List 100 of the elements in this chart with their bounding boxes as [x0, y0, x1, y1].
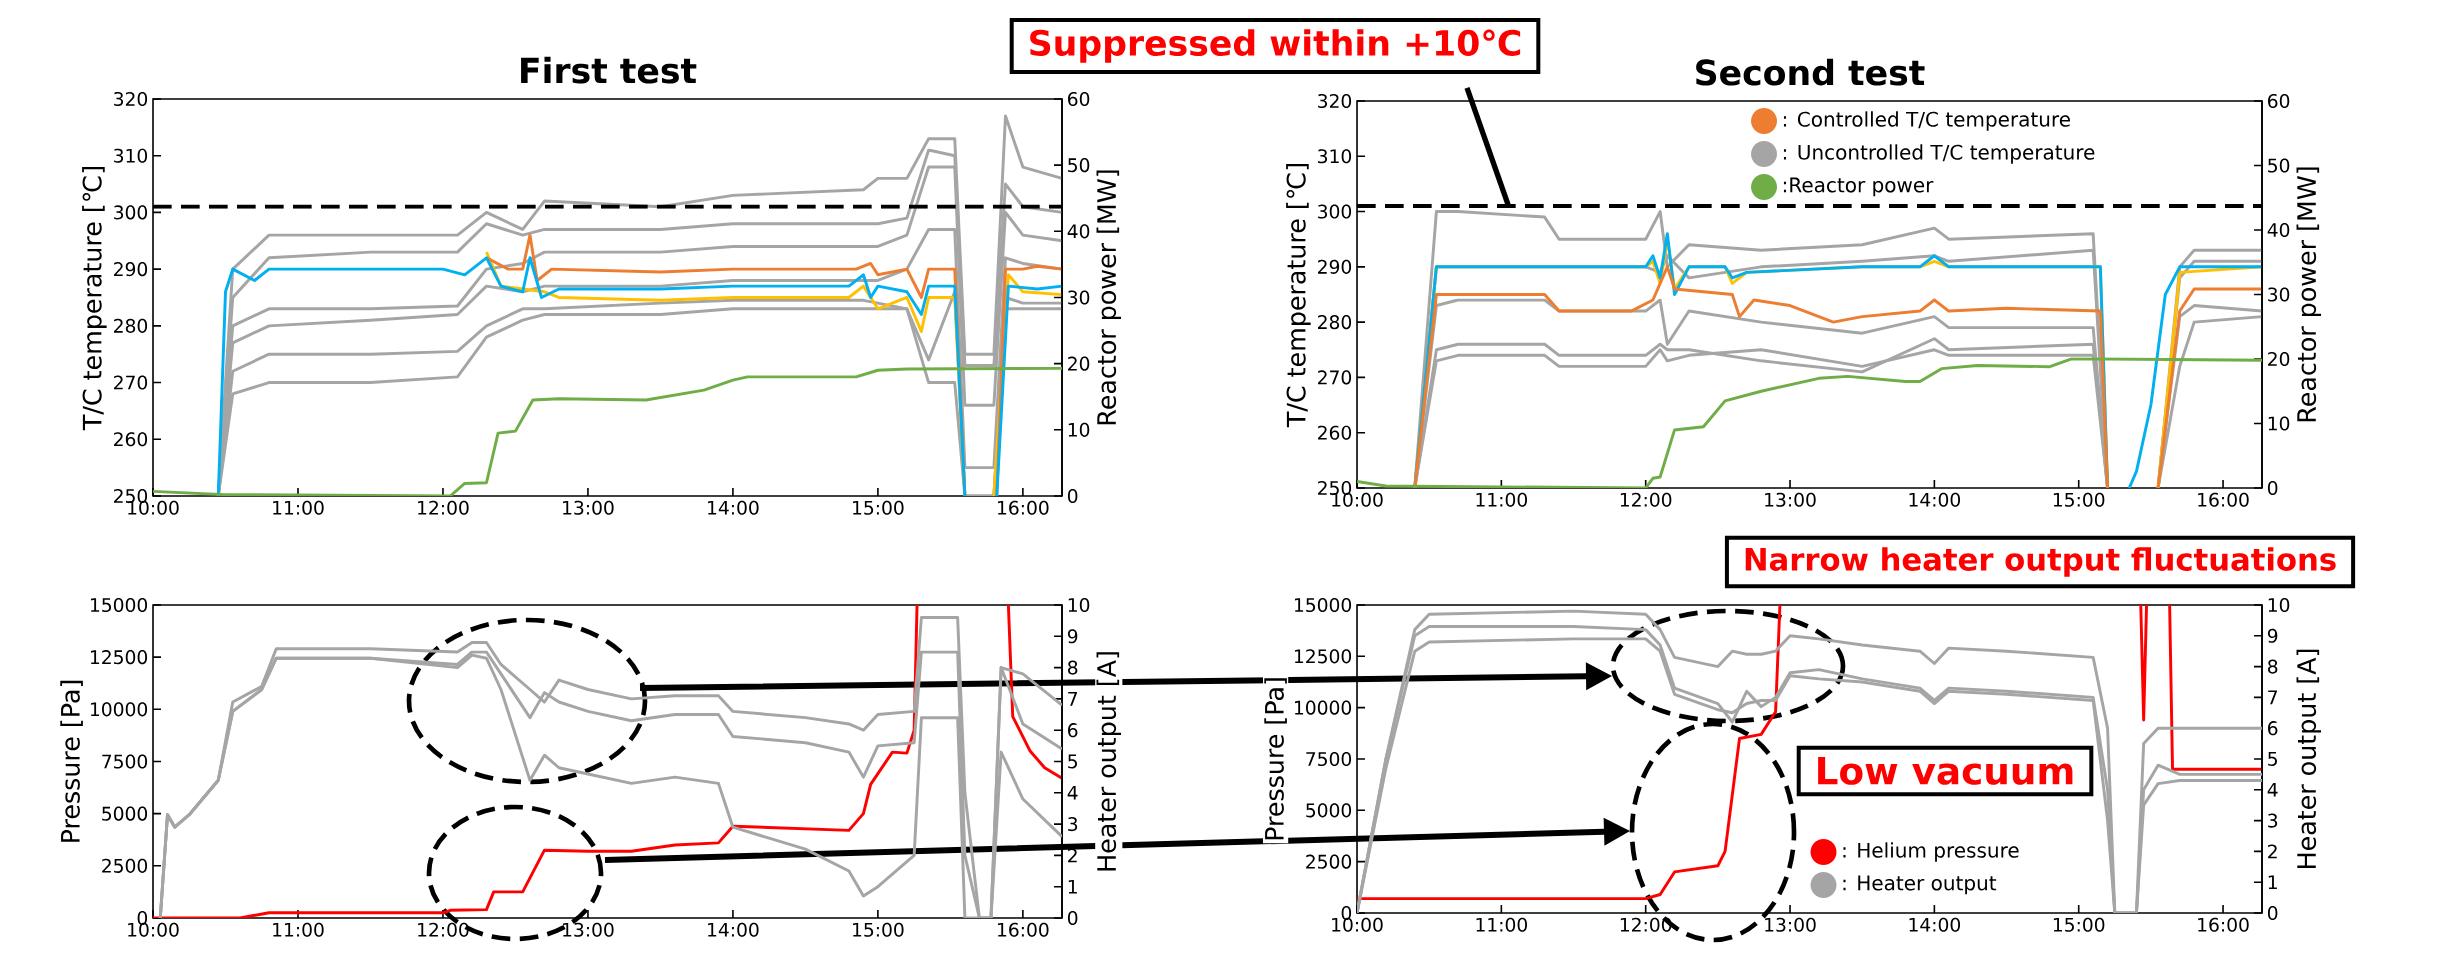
x-tick-label: 14:00: [708, 922, 759, 937]
y-tick-label: 260: [1318, 425, 1352, 440]
y-tick-label: 280: [114, 318, 148, 333]
x-tick-label: 16:00: [2198, 492, 2249, 507]
y-tick-label: 2500: [102, 858, 148, 873]
y2-tick-label: 40: [1067, 224, 1090, 239]
y2-tick-label: 0: [1067, 910, 1078, 926]
y2-tick-label: 9: [1067, 629, 1078, 644]
y2-tick-label: 50: [2268, 158, 2290, 173]
y-tick-label: 260: [114, 432, 148, 447]
y-tick-label: 300: [114, 205, 148, 220]
y-tick-label: 310: [114, 148, 148, 163]
y2-axis-title: Heater output [A]: [1096, 652, 1122, 871]
legend-label: :Reactor power: [1783, 177, 1934, 197]
x-tick-label: 15:00: [853, 500, 904, 515]
chart-title: First test: [521, 56, 697, 84]
y-tick-label: 15000: [90, 597, 148, 613]
x-tick-label: 14:00: [1909, 917, 1961, 932]
x-tick-label: 15:00: [2053, 492, 2105, 507]
x-tick-label: 13:00: [563, 922, 614, 937]
x-tick-label: 13:00: [1765, 492, 1816, 507]
x-tick-label: 11:00: [1476, 492, 1528, 507]
y-tick-label: 320: [114, 91, 148, 107]
legend-label: : Helium pressure: [1843, 842, 2019, 862]
y2-tick-label: 10: [1068, 597, 1090, 613]
x-tick-label: 14:00: [708, 500, 759, 515]
y2-tick-label: 1: [1068, 879, 1077, 894]
annotation: Suppressed within +10℃: [1030, 29, 1521, 63]
y-tick-label: 310: [1318, 149, 1352, 164]
y2-tick-label: 8: [1068, 660, 1078, 675]
y2-tick-label: 60: [2268, 93, 2290, 109]
y2-tick-label: 50: [1068, 158, 1090, 173]
y2-tick-label: 40: [2267, 222, 2290, 238]
x-tick-label: 11:00: [273, 922, 324, 937]
y-tick-label: 12500: [90, 650, 148, 665]
x-tick-label: 13:00: [1765, 917, 1816, 932]
y-tick-label: 15000: [1294, 597, 1352, 613]
y2-tick-label: 6: [1068, 723, 1078, 738]
y-tick-label: 270: [114, 375, 148, 390]
y2-tick-label: 3: [1068, 817, 1078, 832]
y2-tick-label: 7: [1068, 692, 1078, 706]
x-tick-label: 13:00: [563, 500, 614, 515]
x-tick-label: 14:00: [1909, 492, 1961, 507]
y2-tick-label: 3: [2268, 813, 2278, 828]
y-axis-title: T/C temperature [℃]: [1286, 164, 1311, 428]
y2-tick-label: 0: [2267, 480, 2278, 496]
y-tick-label: 290: [114, 262, 148, 277]
y2-axis-title: Reactor power [MW]: [1096, 170, 1122, 425]
y-tick-label: 2500: [1306, 854, 1352, 869]
y2-tick-label: 30: [2268, 287, 2290, 302]
y-tick-label: 5000: [1306, 803, 1352, 818]
y-tick-label: 280: [1318, 315, 1352, 330]
y-tick-label: 7500: [102, 754, 148, 769]
y-tick-label: 10000: [1294, 700, 1352, 715]
x-tick-label: 15:00: [853, 922, 904, 937]
x-tick-label: 15:00: [2053, 917, 2105, 932]
y2-tick-label: 9: [2267, 628, 2278, 643]
legend-label: : Uncontrolled T/C temperature: [1783, 144, 2095, 164]
x-tick-label: 16:00: [998, 922, 1049, 937]
y2-tick-label: 4: [2267, 782, 2278, 797]
y2-tick-label: 5: [1068, 754, 1077, 769]
chart-title: Second test: [1696, 58, 1925, 86]
x-tick-label: 12:00: [1620, 492, 1672, 507]
y2-tick-label: 60: [1068, 91, 1090, 107]
y-tick-label: 10000: [90, 702, 148, 717]
y2-tick-label: 1: [2268, 875, 2277, 889]
y-tick-label: 270: [1318, 370, 1352, 385]
x-tick-label: 16:00: [2198, 917, 2249, 932]
y2-tick-label: 2: [2268, 844, 2277, 859]
x-tick-label: 12:00: [418, 922, 469, 937]
y2-tick-label: 8: [2268, 659, 2278, 674]
y-tick-label: 12500: [1294, 649, 1352, 664]
y2-tick-label: 10: [2268, 597, 2290, 613]
legend-label: : Heater output: [1843, 875, 1997, 895]
x-tick-label: 12:00: [418, 500, 469, 515]
x-tick-label: 11:00: [273, 500, 324, 515]
y2-tick-label: 0: [1067, 488, 1078, 504]
legend-label: : Controlled T/C temperature: [1783, 111, 2070, 131]
y-tick-label: 7500: [1306, 751, 1352, 767]
y-tick-label: 290: [1318, 259, 1352, 274]
y-tick-label: 320: [1318, 93, 1352, 109]
y2-tick-label: 7: [2268, 690, 2278, 705]
y2-tick-label: 6: [2268, 721, 2278, 736]
y2-tick-label: 2: [1068, 848, 1077, 863]
y-axis-title: Pressure [Pa]: [1264, 678, 1287, 840]
y-axis-title: T/C temperature [℃]: [82, 167, 107, 431]
y2-tick-label: 5: [2268, 752, 2277, 766]
text: Narrow heater output fluctuations: [1745, 547, 2336, 577]
y2-axis-title: Reactor power [MW]: [2296, 167, 2322, 422]
y2-tick-label: 10: [1068, 422, 1090, 437]
y2-tick-label: 20: [2268, 351, 2290, 367]
y2-tick-label: 20: [1068, 356, 1090, 371]
y2-axis-title: Heater output [A]: [2296, 649, 2322, 868]
x-tick-label: 16:00: [998, 500, 1049, 515]
y-tick-label: 5000: [102, 806, 148, 821]
annotation: Low vacuum: [1818, 757, 2073, 785]
y2-tick-label: 30: [1068, 290, 1090, 305]
y2-tick-label: 10: [2268, 416, 2290, 431]
y-tick-label: 300: [1318, 204, 1352, 219]
y2-tick-label: 4: [1067, 785, 1078, 800]
